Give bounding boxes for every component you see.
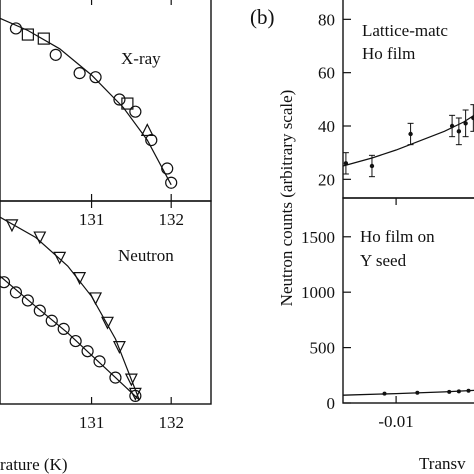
- xray-data-point: [49, 48, 62, 61]
- y-tick-label: 60: [318, 64, 335, 83]
- y-tick-label: 20: [318, 170, 335, 189]
- x-tick-label: 132: [158, 210, 184, 229]
- y-seed-label-line2: Y seed: [360, 251, 407, 270]
- xray-data-point: [121, 97, 134, 110]
- neutron-data-point: [9, 286, 23, 299]
- y-tick-label: 80: [318, 10, 335, 29]
- xray-panel-frame: [0, 0, 212, 202]
- y-tick-label: 1500: [301, 228, 335, 247]
- y-seed-panel-frame: [342, 197, 474, 404]
- y-seed-data-point: [466, 388, 471, 393]
- neutron-data-point: [73, 272, 87, 285]
- xray-data-point: [145, 134, 158, 147]
- neutron-data-point: [101, 316, 114, 330]
- xray-data-point: [165, 176, 178, 189]
- right-x-axis-label: Transv: [419, 454, 466, 473]
- neutron-data-point: [124, 373, 138, 387]
- lattice-data-point: [343, 161, 349, 166]
- lattice-data-point: [449, 123, 455, 129]
- lattice-fit-curve: [342, 114, 474, 167]
- y-seed-data-point: [382, 391, 387, 396]
- y-seed-label-line1: Ho film on: [360, 227, 435, 246]
- y-seed-panel: Ho film on Y seed 0 500 1000 1500 -0.01: [301, 197, 474, 431]
- y-seed-data-point: [456, 389, 461, 394]
- neutron-data-point: [33, 231, 47, 245]
- neutron-data-point: [112, 341, 126, 355]
- neutron-data-point: [128, 387, 142, 401]
- lattice-matched-panel: Lattice-matc Ho film 20 40 60 80: [318, 0, 474, 199]
- y-seed-data-point: [415, 390, 420, 395]
- neutron-data-point: [81, 345, 94, 358]
- y-tick-label: 1000: [301, 283, 335, 302]
- lattice-data-point: [369, 163, 375, 169]
- xray-data-point: [9, 22, 23, 35]
- xray-data-point: [73, 67, 86, 80]
- xray-data-point: [37, 32, 50, 45]
- neutron-data-point: [109, 371, 122, 384]
- neutron-data-point: [33, 304, 46, 317]
- neutron-data-point: [5, 219, 19, 233]
- neutron-data-point: [93, 355, 106, 368]
- neutron-data-point: [0, 276, 11, 289]
- xray-data-point: [89, 71, 102, 84]
- x-tick-label: 132: [158, 413, 184, 432]
- lattice-label-line1: Lattice-matc: [362, 21, 448, 40]
- neutron-data-point: [89, 292, 103, 306]
- y-tick-label: 0: [327, 394, 336, 413]
- lattice-data-point: [471, 115, 474, 121]
- xray-data-point: [140, 123, 154, 137]
- neutron-data-point: [129, 389, 142, 402]
- y-seed-data-point: [447, 389, 452, 394]
- neutron-panel: Neutron 131 132: [0, 200, 212, 432]
- neutron-panel-frame: [0, 200, 212, 405]
- xray-data-point: [129, 105, 142, 118]
- right-y-axis-label: Neutron counts (arbitrary scale): [277, 90, 296, 307]
- neutron-data-point: [45, 314, 58, 327]
- panel-b-label: (b): [250, 5, 275, 29]
- y-seed-fit-curve: [342, 389, 474, 396]
- y-tick-label: 500: [310, 339, 336, 358]
- x-tick-label: 131: [79, 210, 105, 229]
- xray-panel: X-ray 131 132: [0, 0, 212, 229]
- neutron-label: Neutron: [118, 246, 174, 265]
- xray-data-point: [21, 28, 34, 41]
- left-x-axis-label: rature (K): [0, 455, 68, 474]
- x-tick-label: 131: [79, 413, 105, 432]
- neutron-data-point: [53, 251, 67, 265]
- y-tick-label: 40: [318, 117, 335, 136]
- neutron-fit-curve: [0, 216, 140, 401]
- xray-fit-curve: [0, 17, 172, 186]
- neutron-data-point: [21, 294, 34, 307]
- lattice-data-point: [463, 121, 468, 126]
- neutron-data-point: [69, 334, 82, 348]
- xray-data-point: [161, 162, 174, 175]
- lattice-data-point: [408, 131, 413, 137]
- lattice-label-line2: Ho film: [362, 44, 415, 63]
- lattice-data-point: [456, 129, 462, 134]
- xray-label: X-ray: [121, 49, 161, 68]
- xray-data-point: [113, 93, 126, 106]
- neutron-data-point: [57, 322, 70, 335]
- x-tick-label: -0.01: [378, 412, 413, 431]
